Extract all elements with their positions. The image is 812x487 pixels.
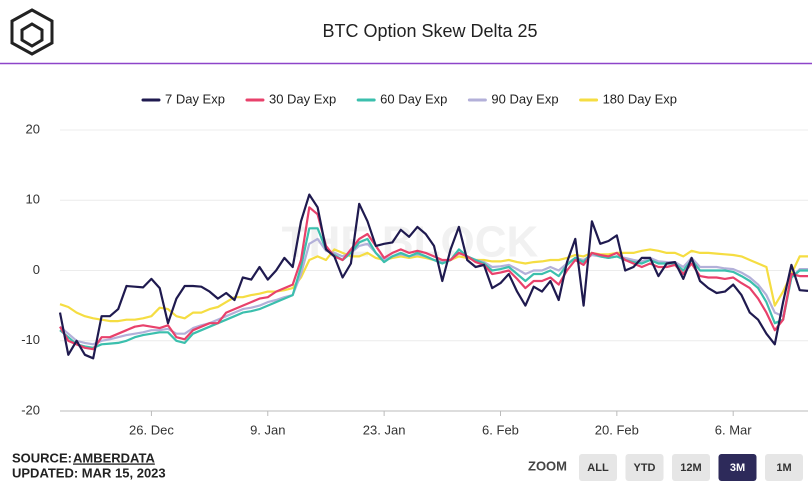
zoom-buttons: ALL YTD 12M 3M 1M [579,454,803,481]
zoom-button-label: ALL [587,462,609,474]
zoom-button-label: YTD [634,462,656,474]
zoom-button-label: 1M [776,462,791,474]
zoom-button-bg [579,454,617,481]
x-tick-label: 6. Feb [482,422,519,437]
x-tick-label: 26. Dec [129,422,174,437]
legend-item[interactable]: 60 Day Exp [356,91,447,106]
zoom-button[interactable]: 1M [765,454,803,481]
zoom-button-bg [718,454,757,481]
legend-label: 30 Day Exp [269,91,336,106]
logo [10,8,54,56]
legend-item[interactable]: 7 Day Exp [141,91,225,106]
zoom-button-bg [672,454,710,481]
y-tick-label: 20 [26,121,40,136]
zoom-button[interactable]: 12M [672,454,710,481]
source[interactable]: AMBERDATA [73,450,155,465]
y-tick-label: -20 [21,402,40,417]
zoom-button-label: 12M [680,462,701,474]
x-tick-label: 20. Feb [595,422,639,437]
updated: UPDATED: MAR 15, 2023 [12,465,166,480]
legend-item[interactable]: 90 Day Exp [467,91,559,106]
zoom-label: ZOOM [528,458,567,473]
legend: 7 Day Exp 30 Day Exp 60 Day Exp 90 Day Exp 1… [141,91,677,106]
source-label: SOURCE: [12,450,72,465]
x-tick-label: 6. Mar [715,422,753,437]
zoom-button[interactable]: 3M [718,454,757,481]
y-tick-label: 0 [33,262,40,277]
legend-label: 180 Day Exp [603,91,677,106]
chart-title: BTC Option Skew Delta 25 [322,21,537,41]
zoom-button[interactable]: ALL [579,454,617,481]
legend-label: 60 Day Exp [380,91,447,106]
y-tick-label: -10 [21,332,40,347]
legend-label: 90 Day Exp [491,91,558,106]
x-tick-label: 23. Jan [363,422,406,437]
zoom-button[interactable]: YTD [625,454,664,481]
zoom-button-bg [765,454,803,481]
legend-item[interactable]: 180 Day Exp [579,91,677,106]
series-line [59,206,808,351]
legend-item[interactable]: 30 Day Exp [245,91,336,106]
legend-label: 7 Day Exp [165,91,225,106]
x-tick-label: 9. Jan [250,422,285,437]
series-line [58,193,809,360]
y-tick-label: 10 [26,192,40,207]
plot: 20 10 0 -10 -20 26. Dec 9. Jan 23. Jan 6. Feb 20.… [21,121,809,437]
zoom-button-bg [625,454,664,481]
zoom-button-label: 3M [730,462,745,474]
series-line [59,227,808,349]
